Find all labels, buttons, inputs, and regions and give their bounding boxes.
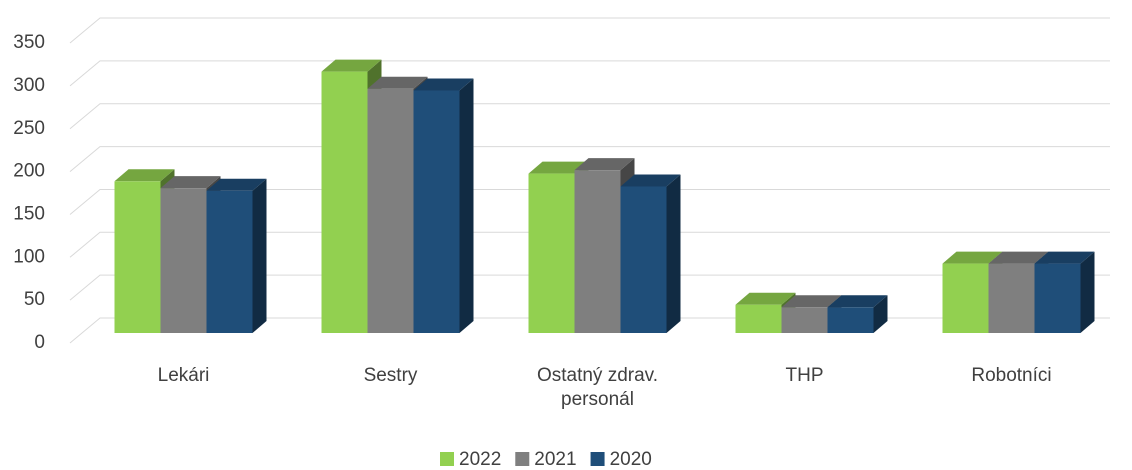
bar (206, 190, 253, 333)
y-tick-label: 300 (13, 75, 45, 96)
bar-top (367, 76, 428, 89)
x-tick-label: Sestry (363, 365, 418, 386)
bar-side (252, 178, 267, 333)
bar-side (873, 295, 888, 333)
bar-top (781, 295, 842, 308)
x-tick-label: Lekári (157, 365, 210, 386)
y-tick-label: 0 (34, 332, 45, 353)
legend-swatch (440, 452, 454, 466)
y-tick-label: 150 (13, 203, 45, 224)
y-tick-label: 100 (13, 246, 45, 267)
bar (574, 170, 621, 333)
grid-line (69, 17, 1110, 44)
bar-top (827, 295, 888, 308)
grid-line (69, 188, 1110, 215)
grid-line (69, 146, 1110, 172)
bar (620, 186, 667, 333)
legend-swatch (590, 452, 605, 466)
bar-top (1034, 251, 1095, 264)
legend-swatch (515, 452, 530, 466)
y-tick-label: 50 (24, 289, 45, 310)
grid-line (69, 103, 1110, 130)
bar-top (413, 78, 474, 91)
y-tick-label: 250 (13, 118, 45, 139)
bar-top (620, 174, 681, 187)
bar-side (1080, 251, 1095, 333)
bar-top (321, 59, 382, 72)
bar-top (988, 251, 1049, 264)
bar (827, 307, 874, 333)
bar (160, 188, 207, 333)
bar (321, 71, 368, 334)
bar (367, 88, 414, 333)
bar-top (942, 251, 1003, 264)
bar-side (459, 78, 474, 334)
bar (942, 263, 989, 333)
legend-label: 2022 (459, 449, 501, 470)
legend-label: 2020 (610, 449, 652, 470)
bar (114, 181, 161, 333)
grid-line (69, 60, 1110, 87)
bar (735, 304, 782, 333)
bar (988, 263, 1035, 333)
grid-line (69, 274, 1110, 301)
bar (1034, 263, 1081, 333)
bar-top (160, 176, 221, 189)
y-tick-label: 350 (13, 32, 45, 53)
legend-label: 2021 (534, 449, 576, 470)
x-tick-label: Ostatný zdrav. personál (536, 365, 659, 410)
bar (528, 173, 575, 333)
bar-top (528, 161, 589, 174)
bar-top (114, 169, 175, 182)
bar-side (666, 174, 681, 333)
bar-top (206, 178, 267, 191)
y-tick-label: 200 (13, 161, 45, 182)
grid-line (69, 231, 1110, 258)
bar-top (735, 292, 796, 305)
bar-top (574, 158, 635, 171)
x-tick-label: THP (785, 365, 824, 386)
x-tick-label: Robotníci (971, 365, 1052, 386)
bar (781, 307, 828, 333)
bar (413, 90, 460, 334)
